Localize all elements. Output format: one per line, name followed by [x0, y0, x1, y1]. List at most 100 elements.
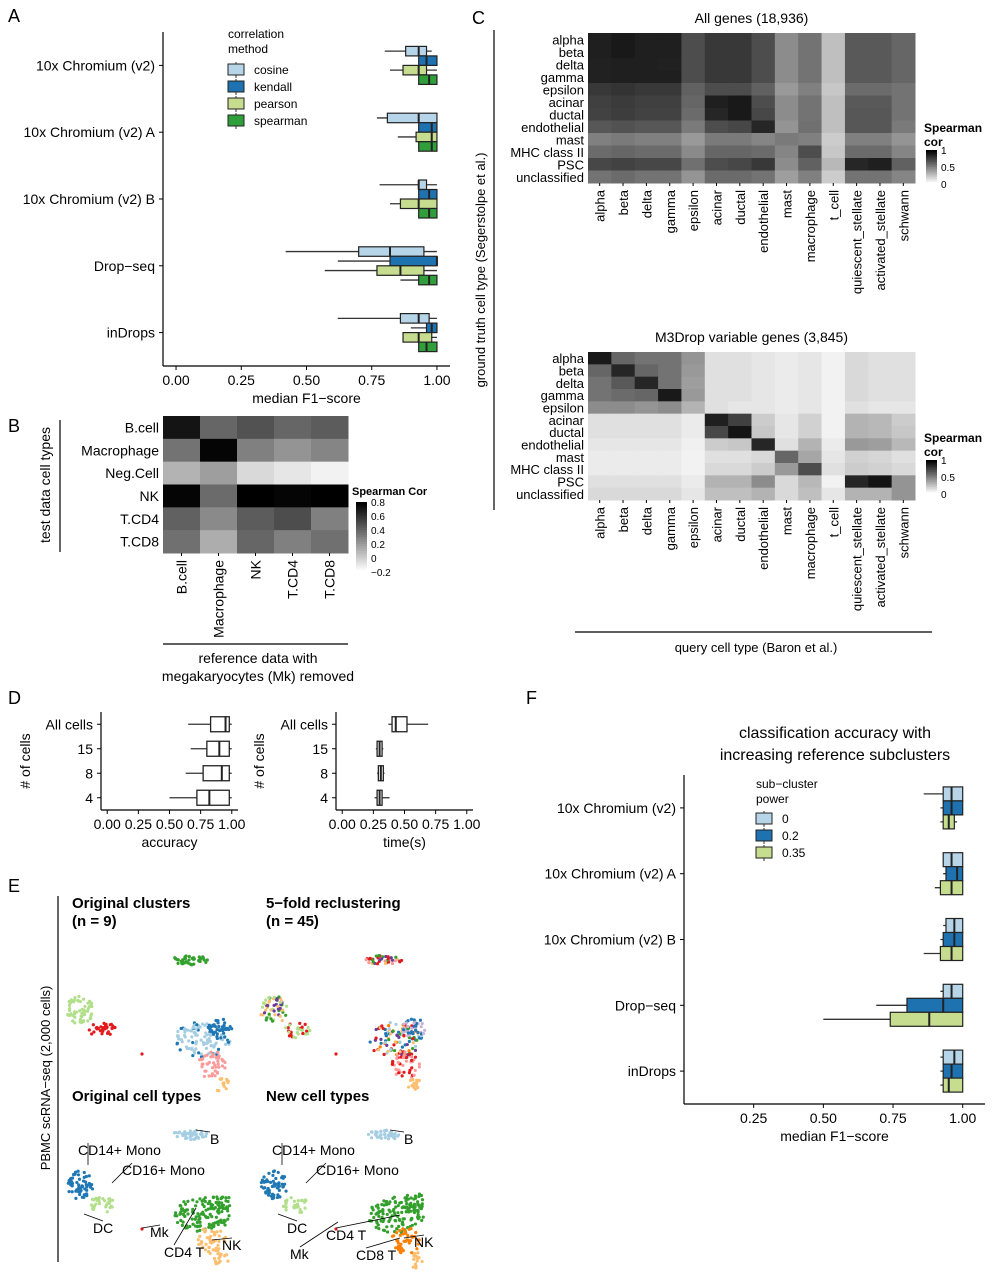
panel-c2-cell	[844, 401, 869, 415]
panel-c1-cell	[634, 120, 659, 134]
panel-c2-cell	[634, 352, 659, 365]
umap-point-nk	[397, 1248, 401, 1252]
umap-point-t	[413, 1044, 418, 1048]
umap-point-t	[372, 1215, 376, 1220]
umap-point-t	[203, 1023, 207, 1027]
panel-a-legend-swatch-kendall	[227, 80, 245, 93]
umap-point-t	[199, 1052, 203, 1056]
umap-point-b	[398, 960, 402, 964]
panel-c1-cell	[728, 95, 752, 109]
panel-c1-cell	[634, 145, 659, 159]
panel-b-legend-tick: 0.4	[371, 526, 385, 537]
panel-c1-cell	[681, 70, 706, 84]
umap-point-t2	[221, 1025, 225, 1029]
umap-point-mono	[76, 1173, 81, 1177]
panel-c2-col-label: activated_stellate	[873, 507, 888, 607]
umap-point-nk	[221, 1059, 225, 1063]
umap-point-t	[181, 1220, 185, 1224]
panel-c1-cell	[798, 170, 823, 184]
panel-c1-cell	[891, 70, 916, 84]
umap-point-mono16	[106, 1030, 110, 1034]
umap-point-t	[378, 1045, 382, 1049]
umap-point-b	[180, 1132, 184, 1136]
panel-c2-col-label: schwann	[896, 507, 911, 558]
panel-c2-legend-gradient	[926, 468, 937, 471]
umap-point-nk	[407, 1071, 412, 1075]
umap-point-nk	[203, 1248, 208, 1252]
umap-point-t2	[221, 1203, 226, 1207]
umap-point-b	[182, 957, 187, 961]
umap-point-t	[210, 1226, 214, 1230]
umap-point-t2	[402, 1022, 406, 1026]
panel-c-ylabel: ground truth cell type (Segerstolpe et a…	[473, 153, 488, 388]
umap-point-mono	[272, 995, 277, 999]
panel-c2-cell	[821, 426, 846, 439]
umap-point-t	[398, 1040, 402, 1044]
panel-c2-cell	[634, 426, 659, 439]
panel-b-legend-gradient	[356, 534, 367, 538]
panel-c1-legend-gradient	[926, 170, 937, 173]
umap-point-t2	[219, 1028, 223, 1032]
panel-b-col-label: B.cell	[174, 560, 190, 594]
umap-point-t	[379, 1041, 383, 1045]
umap-point-t	[411, 1041, 415, 1045]
umap-point-t2	[217, 1024, 221, 1029]
umap-point-t	[207, 1037, 211, 1041]
panel-c1-cell	[798, 108, 823, 121]
panel-c2-cell	[891, 463, 916, 476]
panel-a-box-spearman	[418, 207, 438, 219]
umap-point-t	[387, 1208, 391, 1212]
panel-c1-cell	[891, 95, 916, 109]
panel-a-box-pearson	[415, 131, 438, 143]
umap-subtitle-original-clusters: (n = 9)	[72, 913, 117, 930]
umap-point-mono16	[101, 1197, 105, 1201]
panel-c2-cell	[798, 463, 823, 476]
panel-c1-cell	[844, 45, 869, 59]
umap-point-mono16	[99, 1025, 103, 1029]
umap-point-t2	[418, 1018, 423, 1022]
umap-point-mono16	[295, 1031, 299, 1035]
panel-c2-cell	[891, 426, 916, 439]
panel-c2-cell	[891, 475, 916, 489]
panel-c2-cell	[751, 450, 776, 464]
umap-point-t	[382, 1199, 386, 1203]
umap-point-nk	[223, 1239, 227, 1244]
panel-a-box-spearman	[418, 274, 438, 286]
umap-point-t	[193, 1217, 197, 1221]
umap-point-nk	[217, 1065, 221, 1069]
umap-point-t	[203, 1035, 207, 1039]
panel-c1-cell	[681, 145, 706, 159]
umap-point-nk	[404, 1059, 409, 1063]
panel-b-ylabel: test data cell types	[37, 427, 53, 543]
panel-c1-cell	[821, 120, 846, 134]
umap-point-mono	[80, 1014, 84, 1019]
panel-c2-cell	[634, 463, 659, 476]
umap-point-mono16	[303, 1206, 307, 1210]
umap-point-b	[377, 953, 381, 958]
umap-point-t	[188, 1224, 192, 1229]
umap-point-nk	[216, 1059, 220, 1063]
panel-c1-cell	[704, 95, 729, 109]
panel-c1-row-label: delta	[556, 57, 585, 72]
umap-point-mono	[80, 1011, 84, 1016]
panel-c1-cell	[728, 33, 752, 46]
panel-c2-cell	[868, 463, 893, 476]
umap-point-t	[208, 1212, 212, 1216]
panel-c2-cell	[704, 463, 729, 476]
panel-f-legend-label: 0.35	[782, 846, 806, 860]
umap-point-t	[204, 1046, 209, 1050]
umap-point-b	[383, 959, 387, 963]
umap-point-b	[383, 1132, 387, 1137]
panel-c1-legend-gradient	[926, 167, 937, 170]
umap-point-t	[411, 1046, 415, 1051]
panel-f-title: increasing reference subclusters	[720, 747, 950, 764]
umap-point-nk	[413, 1068, 417, 1072]
panel-c1-cell	[844, 133, 869, 146]
panel-c1-cell	[611, 158, 636, 171]
panel-c1-cell	[681, 45, 706, 59]
umap-point-nk	[205, 1062, 209, 1066]
panel-b-cell	[274, 416, 312, 440]
panel-b-row-label: B.cell	[125, 419, 159, 435]
panel-c2-cell	[634, 364, 659, 378]
umap-point-b	[190, 1133, 194, 1137]
